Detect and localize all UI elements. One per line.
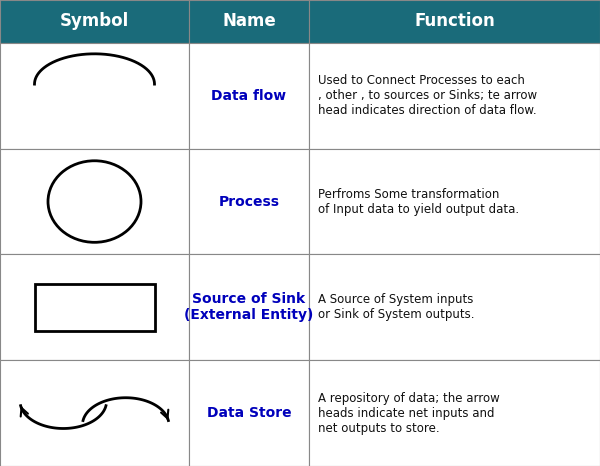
Text: Perfroms Some transformation
of Input data to yield output data.: Perfroms Some transformation of Input da… <box>318 187 519 216</box>
Bar <box>0 0 189 43</box>
Bar <box>309 0 600 43</box>
Text: Data flow: Data flow <box>211 89 287 103</box>
Text: Name: Name <box>222 13 276 30</box>
Text: Source of Sink
(External Entity): Source of Sink (External Entity) <box>184 292 314 322</box>
Bar <box>309 360 600 466</box>
Bar <box>189 254 309 360</box>
Bar <box>189 43 309 149</box>
Bar <box>189 0 309 43</box>
Bar <box>0 149 189 254</box>
Bar <box>189 360 309 466</box>
Bar <box>0 360 189 466</box>
Bar <box>309 43 600 149</box>
Bar <box>0 254 189 360</box>
Text: Symbol: Symbol <box>60 13 129 30</box>
Bar <box>189 149 309 254</box>
Text: A repository of data; the arrow
heads indicate net inputs and
net outputs to sto: A repository of data; the arrow heads in… <box>318 391 500 435</box>
Text: Data Store: Data Store <box>206 406 292 420</box>
Text: A Source of System inputs
or Sink of System outputs.: A Source of System inputs or Sink of Sys… <box>318 293 475 322</box>
Text: Used to Connect Processes to each
, other , to sources or Sinks; te arrow
head i: Used to Connect Processes to each , othe… <box>318 74 537 117</box>
Bar <box>309 254 600 360</box>
Bar <box>0 43 189 149</box>
Text: Function: Function <box>414 13 495 30</box>
Bar <box>35 284 155 330</box>
Text: Process: Process <box>218 194 280 209</box>
Bar <box>309 149 600 254</box>
